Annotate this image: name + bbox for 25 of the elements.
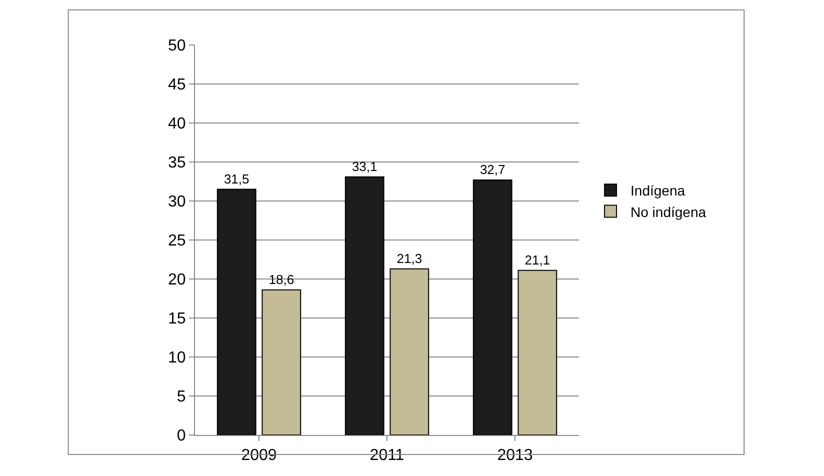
y-tick-label: 20 (168, 272, 186, 289)
bar (216, 188, 256, 435)
y-tick-label: 30 (168, 194, 186, 211)
y-tick-label: 35 (168, 154, 186, 172)
y-tick-label: 50 (168, 38, 186, 55)
data-label: 31,5 (224, 171, 250, 186)
data-label: 21,3 (396, 250, 422, 266)
data-label: 21,1 (524, 252, 550, 268)
legend-label: Indígena (630, 182, 686, 199)
data-label: 32,7 (480, 162, 506, 177)
bar (472, 179, 512, 435)
data-label: 18,6 (268, 272, 294, 287)
data-label: 33,1 (352, 158, 378, 174)
y-tick-label: 10 (168, 350, 186, 367)
y-tick-label: 5 (176, 388, 186, 406)
y-tick-label: 40 (168, 116, 186, 133)
bar (344, 176, 384, 435)
bar (518, 270, 558, 435)
bar (262, 289, 302, 435)
bar (390, 268, 430, 435)
y-tick-label: 15 (168, 310, 186, 328)
y-tick-label: 0 (176, 428, 186, 445)
y-tick-label: 25 (168, 232, 186, 250)
legend-label: No indígena (630, 204, 706, 220)
y-tick-label: 45 (168, 76, 186, 94)
